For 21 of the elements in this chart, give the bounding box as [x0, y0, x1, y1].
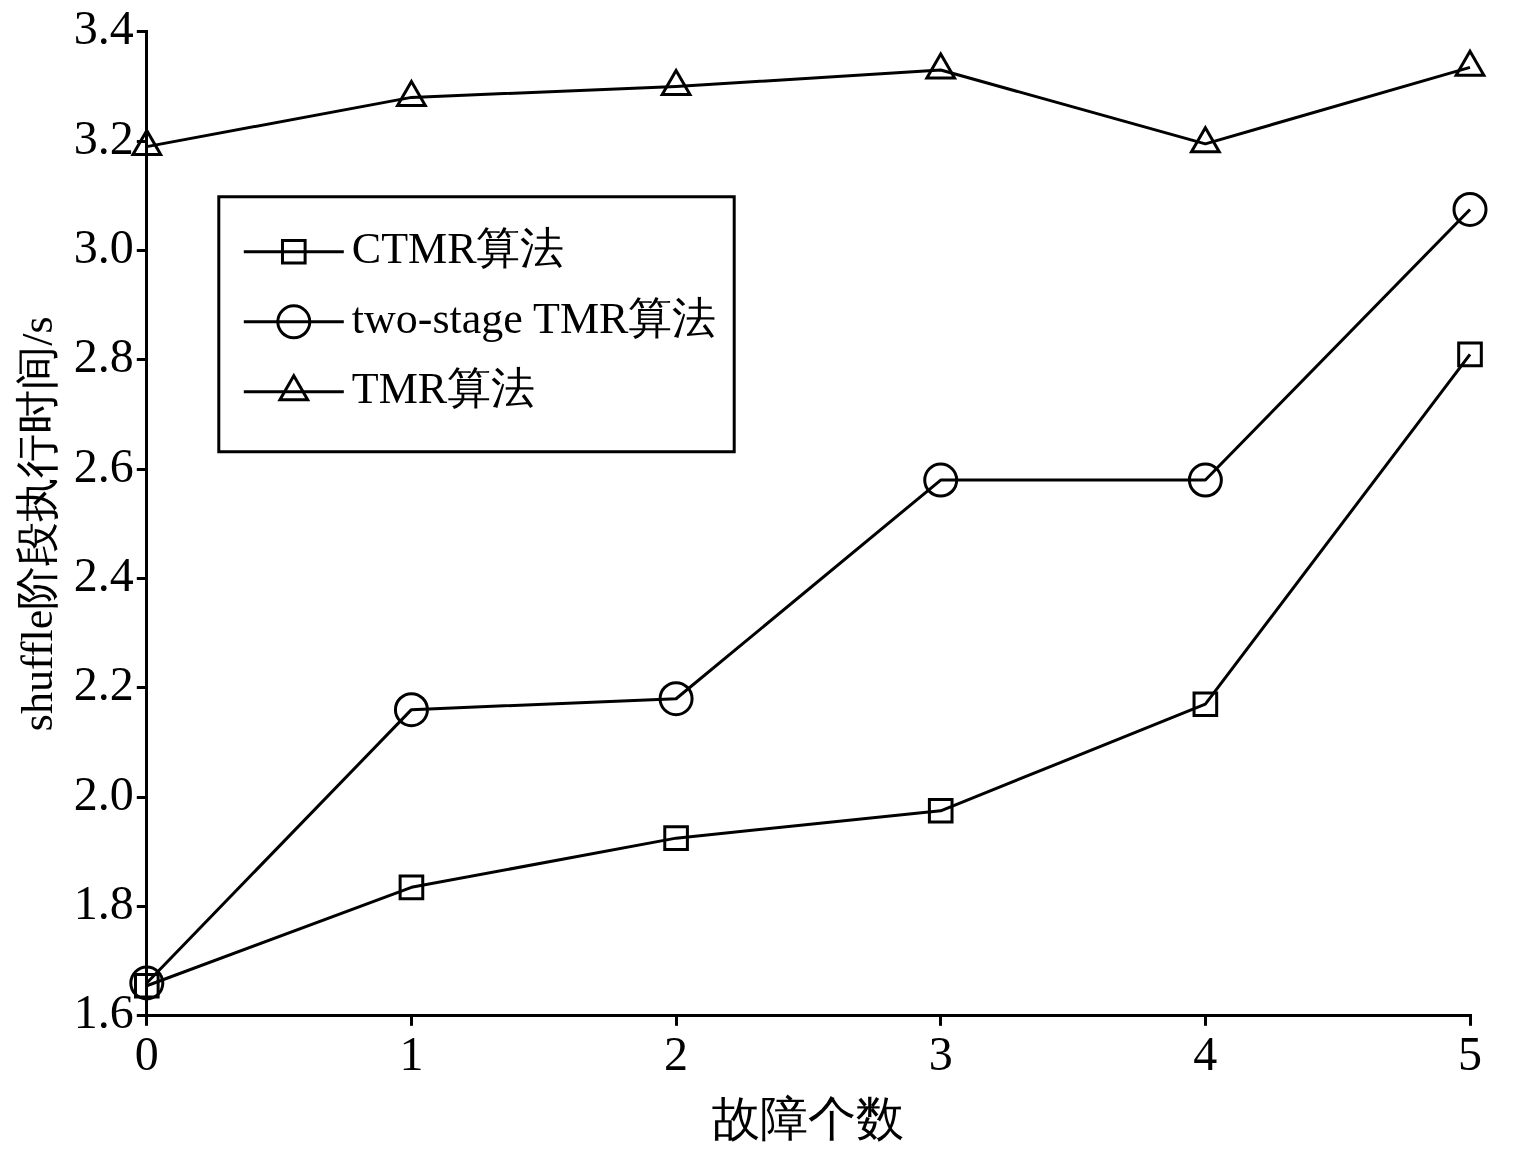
y-tick-label: 2.2 [73, 657, 134, 711]
y-tick-label: 1.8 [73, 876, 134, 930]
y-tick-label: 3.4 [73, 1, 134, 55]
legend-label: TMR算法 [351, 364, 536, 414]
legend-label: two-stage TMR算法 [351, 294, 717, 344]
y-tick-label: 3.0 [73, 220, 134, 274]
x-tick-label: 3 [928, 1027, 953, 1081]
x-tick-label: 5 [1458, 1027, 1482, 1081]
y-tick-label: 3.2 [73, 110, 134, 164]
x-axis-title: 故障个数 [712, 1091, 905, 1145]
y-tick-label: 1.6 [73, 985, 134, 1039]
y-tick-label: 2.0 [73, 766, 134, 820]
x-tick-label: 0 [134, 1027, 159, 1081]
y-tick-label: 2.6 [73, 438, 134, 492]
y-tick-label: 2.4 [73, 548, 134, 602]
x-tick-label: 2 [664, 1027, 689, 1081]
x-tick-label: 1 [399, 1027, 424, 1081]
x-tick-label: 4 [1193, 1027, 1218, 1081]
legend-label: CTMR算法 [351, 224, 565, 274]
y-tick-label: 2.8 [73, 329, 134, 383]
y-axis-title: shuffle阶段执行时间/s [12, 316, 62, 732]
